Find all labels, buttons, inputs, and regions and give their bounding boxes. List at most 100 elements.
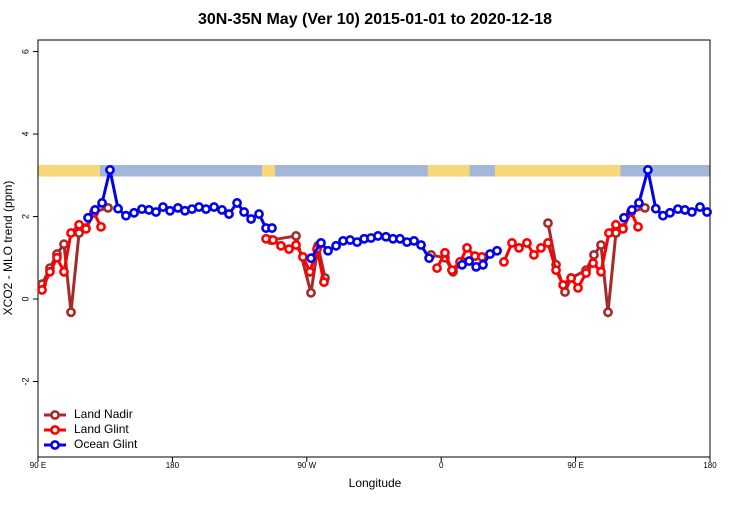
chart-title: 30N-35N May (Ver 10) 2015-01-01 to 2020-… [198,11,552,28]
data-point [209,202,219,212]
data-point [596,266,606,277]
y-tick-label: 6 [20,49,30,54]
data-point [201,204,211,215]
data-point [232,198,242,208]
data-point [416,240,426,250]
data-point [440,247,450,258]
data-point [103,202,113,213]
data-point [543,238,553,248]
data-point [702,207,712,217]
data-point [81,224,91,234]
data-point [543,218,553,229]
data-point [306,253,316,264]
y-axis-label: XCO2 - MLO trend (ppm) [1,181,15,316]
y-tick-label: 0 [20,297,30,302]
data-point [529,249,539,260]
data-point [603,307,613,318]
data-point [536,242,546,253]
data-point [151,207,161,217]
data-point [507,238,517,248]
data-point [45,266,55,277]
data-point [478,259,488,270]
y-tick-label: 4 [20,132,30,137]
legend-marker [50,425,60,435]
x-tick-label: 180 [166,461,180,470]
legend-marker [50,440,60,450]
data-point [558,280,568,290]
data-point [499,257,509,267]
data-point [373,231,383,241]
ocean-band [38,164,710,177]
x-tick-label: 90 E [30,461,46,470]
x-axis-label: Longitude [349,476,402,490]
data-point [604,228,614,238]
data-point [316,238,326,248]
data-point [447,265,457,276]
data-point [639,202,650,213]
data-point [424,253,435,264]
data-point [52,252,62,263]
data-point [129,207,139,218]
data-point [97,198,107,208]
data-point [113,203,123,214]
x-tick-label: 180 [703,461,717,470]
data-point [618,224,628,234]
data-point [74,219,84,230]
data-point [589,249,599,260]
data-point [96,221,106,232]
data-point [217,205,227,215]
data-point [224,209,234,219]
land-band [38,164,100,177]
data-point [432,263,442,273]
data-point [462,242,472,253]
y-tick-label: -2 [20,378,30,386]
data-point [306,287,316,298]
data-point [246,214,256,224]
data-point [596,240,606,250]
legend-label: Land Nadir [74,407,133,421]
data-point [566,273,577,283]
x-tick-label: 0 [439,461,444,470]
legend-label: Land Glint [74,422,129,436]
legend-label: Ocean Glint [74,437,138,451]
data-point [66,307,76,318]
legend-marker [50,410,60,420]
data-point [687,207,697,217]
data-point [665,207,675,218]
data-point [477,252,487,262]
x-tick-label: 90 W [297,461,316,470]
data-point [573,282,583,293]
data-point [642,165,653,175]
data-point [66,228,76,238]
land-band [494,164,621,177]
data-point [276,240,286,251]
data-point [551,265,561,276]
data-point [284,244,294,255]
data-point [121,210,131,221]
data-point [619,212,629,223]
data-point [514,242,524,253]
data-point [588,258,598,269]
data-point [83,212,93,223]
data-point [239,207,249,217]
y-tick-label: 2 [20,214,30,219]
data-point [695,202,705,212]
data-point [254,209,264,219]
data-point [165,205,175,216]
data-point [105,165,115,175]
data-point [522,238,532,248]
data-point [464,256,475,266]
data-point [268,235,278,245]
data-point [267,223,277,233]
data-point [581,268,591,278]
land-band [262,164,275,177]
data-point [90,205,100,215]
data-point [298,252,308,262]
data-point [331,240,341,251]
plot-frame [37,39,711,458]
data-point [158,202,168,212]
data-point [626,205,637,215]
data-point [457,259,468,270]
